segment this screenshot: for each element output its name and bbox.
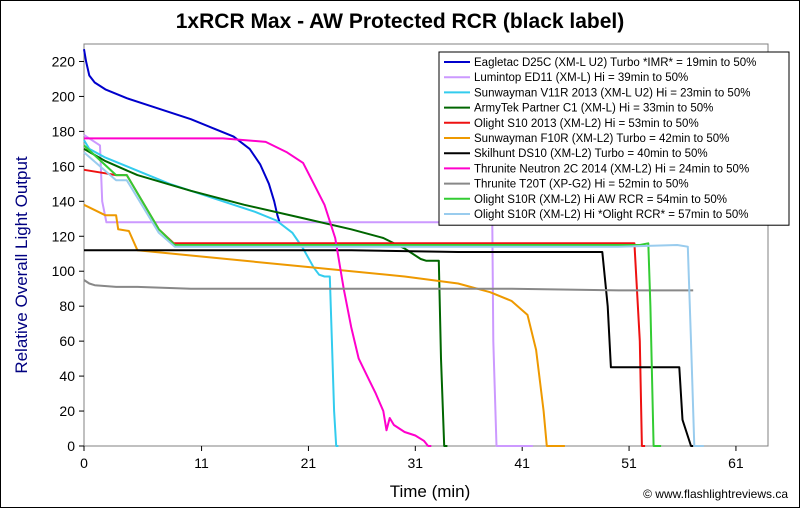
y-tick-label: 120	[52, 228, 76, 244]
x-tick-label: 51	[621, 455, 637, 471]
series-line-7	[84, 249, 694, 447]
series-line-11	[83, 151, 704, 447]
y-tick-label: 220	[52, 53, 76, 69]
legend-box	[438, 51, 790, 226]
x-axis-label: Time (min)	[389, 482, 471, 501]
x-tick-label: 41	[514, 455, 530, 471]
legend-entry: Olight S10 2013 (XM-L2) Hi = 53min to 50…	[474, 118, 699, 130]
credit-text: © www.flashlightreviews.ca	[643, 487, 788, 501]
legend-entry: Eagletac D25C (XM-L U2) Turbo *IMR* = 19…	[474, 57, 756, 69]
series-line-3	[83, 139, 339, 447]
legend-entry: Thrunite Neutron 2C 2014 (XM-L2) Hi = 24…	[474, 163, 749, 175]
legend-entry: ArmyTek Partner C1 (XM-L) Hi = 33min to …	[474, 103, 713, 115]
series-line-4	[83, 148, 448, 447]
y-tick-label: 20	[59, 403, 75, 419]
chart-title: 1xRCR Max - AW Protected RCR (black labe…	[175, 10, 625, 33]
y-tick-label: 60	[59, 333, 75, 349]
y-tick-label: 160	[52, 158, 76, 174]
series-line-2	[83, 134, 533, 447]
legend-entry: Skilhunt DS10 (XM-L2) Turbo = 40min to 5…	[474, 148, 708, 160]
y-tick-label: 80	[59, 298, 75, 314]
legend-entry: Olight S10R (XM-L2) Hi AW RCR = 54min to…	[474, 194, 727, 206]
y-tick-label: 180	[52, 123, 76, 139]
series-line-10	[83, 144, 662, 447]
legend-entry: Olight S10R (XM-L2) Hi *Olight RCR* = 57…	[474, 209, 749, 221]
series-line-1	[83, 49, 281, 223]
series-line-8	[84, 137, 432, 447]
series-line-6	[83, 203, 565, 447]
x-tick-label: 31	[408, 455, 424, 471]
legend-entry: Lumintop ED11 (XM-L) Hi = 39min to 50%	[474, 72, 688, 84]
y-tick-label: 0	[67, 438, 75, 454]
y-tick-label: 140	[52, 193, 76, 209]
y-tick-label: 40	[59, 368, 75, 384]
legend-entry: Sunwayman F10R (XM-L2) Turbo = 42min to …	[474, 133, 729, 145]
x-tick-label: 21	[301, 455, 317, 471]
x-tick-label: 11	[194, 455, 209, 471]
x-tick-label: 61	[728, 455, 744, 471]
series-line-9	[83, 279, 694, 292]
x-tick-label: 0	[80, 455, 88, 471]
legend-entry: Sunwayman V11R 2013 (XM-L U2) Hi = 23min…	[474, 87, 750, 99]
y-tick-label: 100	[52, 263, 76, 279]
legend-entry: Thrunite T20T (XP-G2) Hi = 52min to 50%	[474, 179, 689, 191]
y-tick-label: 200	[52, 88, 76, 104]
